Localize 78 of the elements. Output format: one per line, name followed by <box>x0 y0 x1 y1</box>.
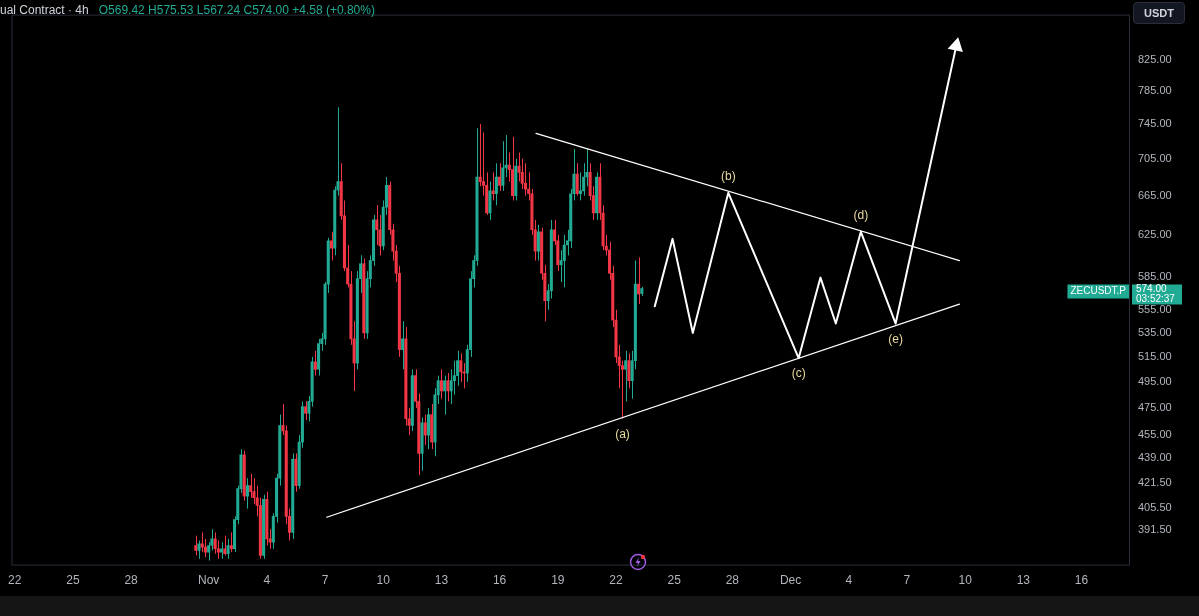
x-tick-label: 25 <box>66 573 80 588</box>
y-tick-label: 391.50 <box>1138 522 1172 535</box>
candlestick <box>252 477 256 505</box>
candlestick <box>443 375 447 416</box>
x-tick-label: Dec <box>779 573 802 588</box>
y-tick-label: 475.00 <box>1138 401 1172 413</box>
candlestick <box>245 477 249 510</box>
candlestick <box>229 531 233 553</box>
y-tick-label: 705.00 <box>1138 151 1172 164</box>
x-tick-label: 16 <box>492 573 507 588</box>
x-tick-label: 16 <box>1074 573 1089 588</box>
candlestick <box>498 162 502 192</box>
candlestick <box>249 473 253 499</box>
y-tick-label: 745.00 <box>1138 117 1172 129</box>
y-tick-label: 555.00 <box>1138 302 1172 315</box>
y-tick-label: 515.00 <box>1138 349 1172 362</box>
annotation: (c) <box>791 366 806 381</box>
y-tick-label: 439.00 <box>1138 450 1172 463</box>
candlestick <box>575 162 579 197</box>
y-tick-label: 455.00 <box>1138 428 1172 441</box>
y-tick-label: 665.00 <box>1138 188 1172 201</box>
annotation: (d) <box>853 208 869 223</box>
candlestick <box>459 352 463 383</box>
candlestick <box>197 540 201 560</box>
text: 574.00 <box>1136 283 1168 295</box>
x-tick-label: 28 <box>124 573 139 588</box>
x-tick-label: 28 <box>725 573 740 588</box>
text: 03:52:37 <box>1136 293 1176 305</box>
candlestick <box>207 541 211 561</box>
candlestick <box>226 538 230 560</box>
candlestick <box>213 531 217 555</box>
candlestick <box>488 181 492 221</box>
y-tick-label: 495.00 <box>1138 374 1172 387</box>
annotation: (e) <box>888 331 903 346</box>
candlestick <box>223 535 227 556</box>
x-tick-label: 7 <box>321 573 329 588</box>
annotation: (b) <box>720 169 736 184</box>
candlestick <box>304 400 308 421</box>
x-tick-label: 10 <box>958 573 973 588</box>
candlestick <box>375 204 379 246</box>
candlestick <box>494 162 498 206</box>
candlestick <box>426 407 431 450</box>
y-tick-label: 825.00 <box>1138 52 1172 65</box>
chart-title: ual Contract · 4h <box>0 3 89 17</box>
y-tick-label: 785.00 <box>1138 84 1172 96</box>
candlestick <box>194 535 198 556</box>
candlestick <box>501 140 505 192</box>
candlestick <box>562 234 566 288</box>
x-tick-label: 4 <box>845 573 853 588</box>
x-tick-label: 25 <box>667 573 682 588</box>
x-tick-label: 4 <box>263 573 271 588</box>
x-tick-label: 22 <box>609 573 623 588</box>
x-tick-label: 22 <box>8 573 22 588</box>
y-tick-label: 421.50 <box>1138 476 1172 489</box>
annotation: ZECUSDT.P <box>1070 285 1127 297</box>
candlestick <box>200 531 204 553</box>
x-tick-label: 7 <box>903 573 911 588</box>
y-tick-label: 625.00 <box>1138 227 1172 240</box>
y-axis-title: USDT <box>1133 2 1185 24</box>
candlestick <box>439 368 443 400</box>
candlestick <box>536 224 540 262</box>
x-tick-label: 13 <box>1016 573 1031 588</box>
y-tick-label: 405.50 <box>1138 500 1172 513</box>
candlestick <box>313 350 317 377</box>
x-tick-label: 19 <box>551 573 565 588</box>
y-tick-label: 535.00 <box>1138 325 1172 338</box>
y-tick-label: 585.00 <box>1138 269 1172 282</box>
candlestick <box>423 414 427 446</box>
candlestick <box>582 162 586 197</box>
chart-subtitle: O569.42 H575.53 L567.24 C574.00 +4.58 (+0.80%) <box>98 3 375 17</box>
candlestick <box>523 162 528 197</box>
annotation: (a) <box>615 427 630 441</box>
x-tick-label: 10 <box>376 573 391 588</box>
x-tick-label: Nov <box>197 573 220 588</box>
x-tick-label: 13 <box>434 573 449 588</box>
candlestick <box>401 320 405 370</box>
candlestick <box>627 352 631 389</box>
candlestick <box>446 372 450 402</box>
